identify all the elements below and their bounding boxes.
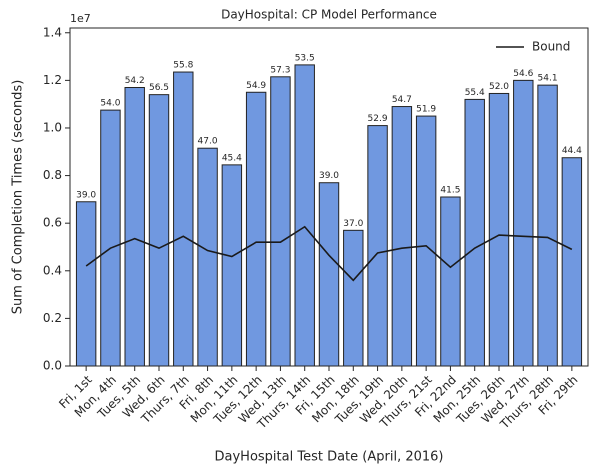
plot-frame <box>69 27 589 367</box>
bar <box>537 84 558 367</box>
bar-label: 54.6 <box>513 69 533 79</box>
bar-label: 54.9 <box>246 81 266 91</box>
y-tick-label: 1.2 <box>43 73 62 87</box>
bar-label: 54.0 <box>100 99 120 109</box>
bar-label: 56.5 <box>149 83 169 93</box>
bar <box>464 98 485 367</box>
bound-line <box>85 225 573 282</box>
y-tick-label: 0.4 <box>43 263 62 277</box>
legend-label: Bound <box>532 40 570 54</box>
bar <box>513 79 534 367</box>
y-offset-label: 1e7 <box>70 12 91 25</box>
bar <box>100 109 121 367</box>
bar <box>488 92 510 367</box>
bar <box>173 71 194 367</box>
y-tick-label: 0.0 <box>43 359 62 373</box>
bar-label: 54.1 <box>538 74 558 84</box>
bar <box>197 147 218 367</box>
bar-label: 54.7 <box>392 95 412 105</box>
bar-label: 44.4 <box>562 146 582 156</box>
y-tick-label: 0.2 <box>43 311 62 325</box>
bar-label: 54.2 <box>125 76 145 86</box>
bar-label: 52.9 <box>368 114 388 124</box>
y-axis-label: Sum of Completion Times (seconds) <box>11 80 26 315</box>
bar-label: 37.0 <box>343 219 363 229</box>
x-axis-label: DayHospital Test Date (April, 2016) <box>215 450 444 465</box>
bar-label: 57.3 <box>270 65 290 75</box>
bar <box>367 125 388 367</box>
chart-title: DayHospital: CP Model Performance <box>221 8 437 22</box>
bar <box>75 201 97 367</box>
bar-label: 47.0 <box>198 137 218 147</box>
bar-label: 55.8 <box>173 61 193 71</box>
bar <box>294 64 315 367</box>
bar-label: 41.5 <box>440 186 460 196</box>
bar <box>415 115 437 367</box>
y-tick-label: 1.0 <box>43 120 62 134</box>
bar <box>148 94 170 367</box>
y-tick-label: 0.6 <box>43 216 62 230</box>
bar <box>221 164 243 367</box>
bar <box>124 87 145 367</box>
bar <box>343 229 364 367</box>
bar-label: 55.4 <box>465 88 485 98</box>
bar <box>561 157 583 367</box>
y-tick-label: 1.4 <box>43 25 62 39</box>
bar-label: 39.0 <box>76 190 96 200</box>
bar <box>440 196 461 367</box>
bar <box>270 76 291 367</box>
bar-label: 53.5 <box>295 53 315 63</box>
bar <box>391 106 413 367</box>
bar-label: 51.9 <box>416 105 436 115</box>
bar-label: 45.4 <box>222 153 242 163</box>
bar-label: 39.0 <box>319 171 339 181</box>
bar-label: 52.0 <box>489 82 509 92</box>
bar <box>245 91 267 367</box>
y-tick-label: 0.8 <box>43 168 62 182</box>
bar <box>318 182 340 367</box>
